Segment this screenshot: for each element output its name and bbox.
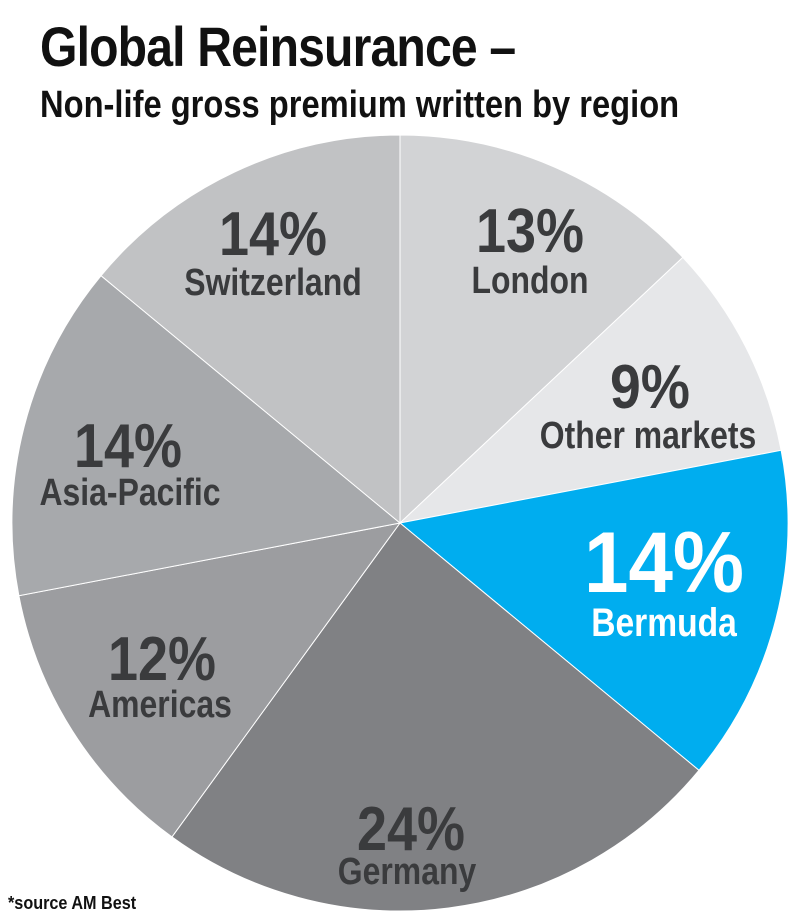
source-note: *source AM Best xyxy=(8,893,137,913)
pie-slice-switzerland xyxy=(100,134,401,525)
chart-title: Global Reinsurance – xyxy=(40,15,516,78)
slice-percent-asia-pacific: 14% xyxy=(74,412,182,481)
chart-subtitle: Non-life gross premium written by region xyxy=(40,84,680,126)
slice-label-germany: Germany xyxy=(338,851,476,893)
slice-percent-other-markets: 9% xyxy=(610,353,690,422)
slice-percent-london: 13% xyxy=(476,197,584,266)
slice-label-switzerland: Switzerland xyxy=(184,262,361,304)
slice-label-asia-pacific: Asia-Pacific xyxy=(40,472,221,514)
slice-percent-germany: 24% xyxy=(357,795,465,864)
pie-slice-asia-pacific xyxy=(11,274,402,597)
pie-slice-london xyxy=(399,134,684,525)
slice-label-americas: Americas xyxy=(88,684,232,726)
pie-slice-bermuda xyxy=(398,449,789,772)
slice-percent-bermuda: 14% xyxy=(584,515,744,611)
slice-percent-americas: 12% xyxy=(108,625,216,694)
slice-percent-switzerland: 14% xyxy=(219,200,327,269)
slice-label-bermuda: Bermuda xyxy=(591,601,737,645)
pie-slice-other-markets xyxy=(398,256,782,524)
slice-label-london: London xyxy=(472,260,589,302)
pie-slice-americas xyxy=(18,522,402,838)
pie-slice-germany xyxy=(171,522,700,912)
slice-label-other-markets: Other markets xyxy=(540,415,756,457)
